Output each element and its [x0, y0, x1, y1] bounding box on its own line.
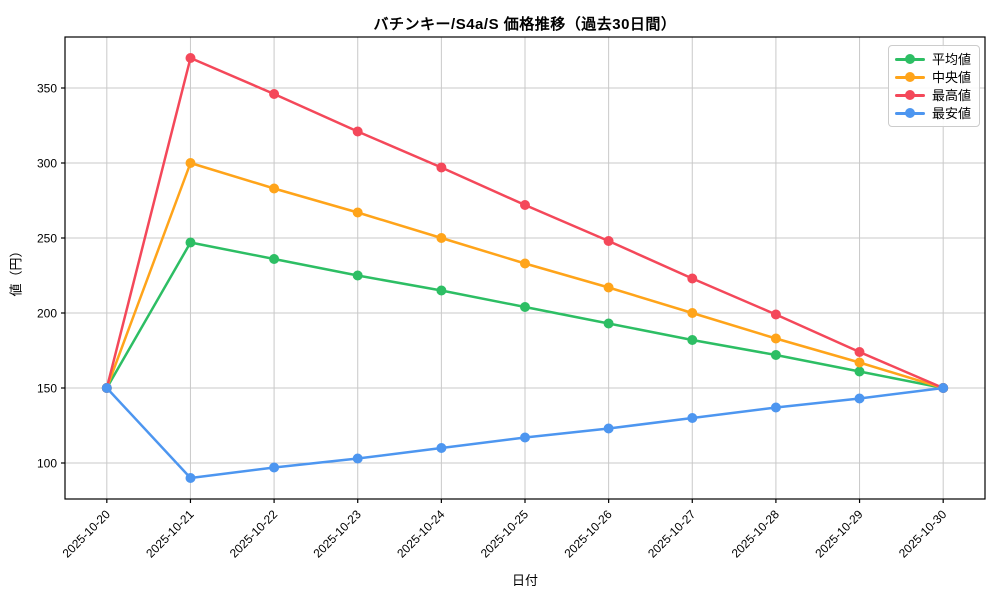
data-point-marker — [603, 423, 614, 434]
x-tick-label: 2025-10-24 — [394, 507, 448, 561]
y-tick-label: 350 — [37, 82, 57, 96]
data-point-marker — [854, 393, 865, 404]
data-point-marker — [101, 383, 112, 393]
data-point-marker — [436, 285, 447, 296]
data-point-marker — [603, 282, 614, 293]
data-point-marker — [854, 366, 865, 377]
line-marker-icon — [895, 108, 925, 118]
x-tick-label: 2025-10-27 — [645, 507, 699, 561]
legend: 平均値 中央値 最高値 最安値 — [888, 45, 980, 127]
line-marker-icon — [895, 54, 925, 64]
data-point-marker — [185, 237, 196, 248]
data-point-marker — [687, 273, 698, 284]
series-0 — [101, 237, 949, 393]
data-point-marker — [352, 126, 363, 137]
data-point-marker — [854, 357, 865, 368]
data-point-marker — [687, 308, 698, 318]
x-tick-label: 2025-10-20 — [60, 507, 114, 561]
data-point-marker — [603, 318, 614, 329]
data-point-marker — [520, 432, 530, 443]
y-tick-label: 100 — [37, 457, 57, 471]
data-point-marker — [269, 89, 280, 99]
x-tick-label: 2025-10-26 — [561, 507, 615, 561]
y-tick-label: 200 — [37, 307, 57, 321]
y-axis-label: 値（円） — [8, 244, 24, 297]
data-point-marker — [269, 462, 280, 473]
legend-item-median: 中央値 — [895, 68, 973, 86]
y-tick-label: 250 — [37, 232, 57, 246]
legend-label: 中央値 — [932, 69, 972, 85]
data-point-marker — [770, 350, 781, 360]
x-tick-label: 2025-10-29 — [812, 507, 866, 561]
data-point-marker — [603, 236, 614, 246]
legend-label: 平均値 — [932, 51, 972, 67]
legend-item-mean: 平均値 — [895, 50, 973, 68]
data-point-marker — [352, 270, 363, 281]
x-tick-label: 2025-10-22 — [227, 507, 281, 561]
data-point-marker — [269, 183, 280, 194]
data-point-marker — [520, 200, 530, 210]
x-tick-label: 2025-10-25 — [478, 507, 532, 561]
series-3 — [101, 383, 949, 483]
data-point-marker — [185, 473, 196, 483]
data-point-marker — [185, 53, 196, 63]
data-point-marker — [436, 233, 447, 243]
y-tick-label: 150 — [37, 382, 57, 396]
legend-item-max: 最高値 — [895, 86, 973, 104]
x-tick-label: 2025-10-30 — [896, 507, 950, 561]
data-point-marker — [185, 158, 196, 168]
x-tick-label: 2025-10-23 — [311, 507, 365, 561]
data-point-marker — [770, 402, 781, 413]
x-tick-label: 2025-10-21 — [143, 507, 197, 561]
x-axis-label: 日付 — [511, 573, 538, 588]
chart-title: バチンキー/S4a/S 価格推移（過去30日間） — [373, 16, 677, 33]
data-point-marker — [269, 254, 280, 264]
data-point-marker — [770, 309, 781, 320]
data-point-marker — [938, 383, 949, 393]
data-point-marker — [520, 302, 530, 312]
data-point-marker — [520, 258, 530, 269]
line-marker-icon — [895, 72, 925, 82]
x-tick-label: 2025-10-28 — [729, 507, 783, 561]
legend-label: 最高値 — [932, 87, 972, 103]
tick-marks — [61, 87, 944, 503]
data-point-marker — [352, 453, 363, 464]
legend-label: 最安値 — [932, 105, 972, 121]
data-point-marker — [687, 413, 698, 423]
tick-labels: 100 150 200 250 300 350 2025-10-20 2025-10-21 20… — [37, 82, 950, 561]
data-point-marker — [770, 333, 781, 344]
data-point-marker — [436, 162, 447, 173]
data-point-marker — [436, 443, 447, 453]
data-point-marker — [854, 347, 865, 357]
line-marker-icon — [895, 90, 925, 100]
legend-item-min: 最安値 — [895, 104, 973, 122]
y-tick-label: 300 — [37, 157, 57, 171]
data-point-marker — [352, 207, 363, 218]
data-point-marker — [687, 335, 698, 345]
